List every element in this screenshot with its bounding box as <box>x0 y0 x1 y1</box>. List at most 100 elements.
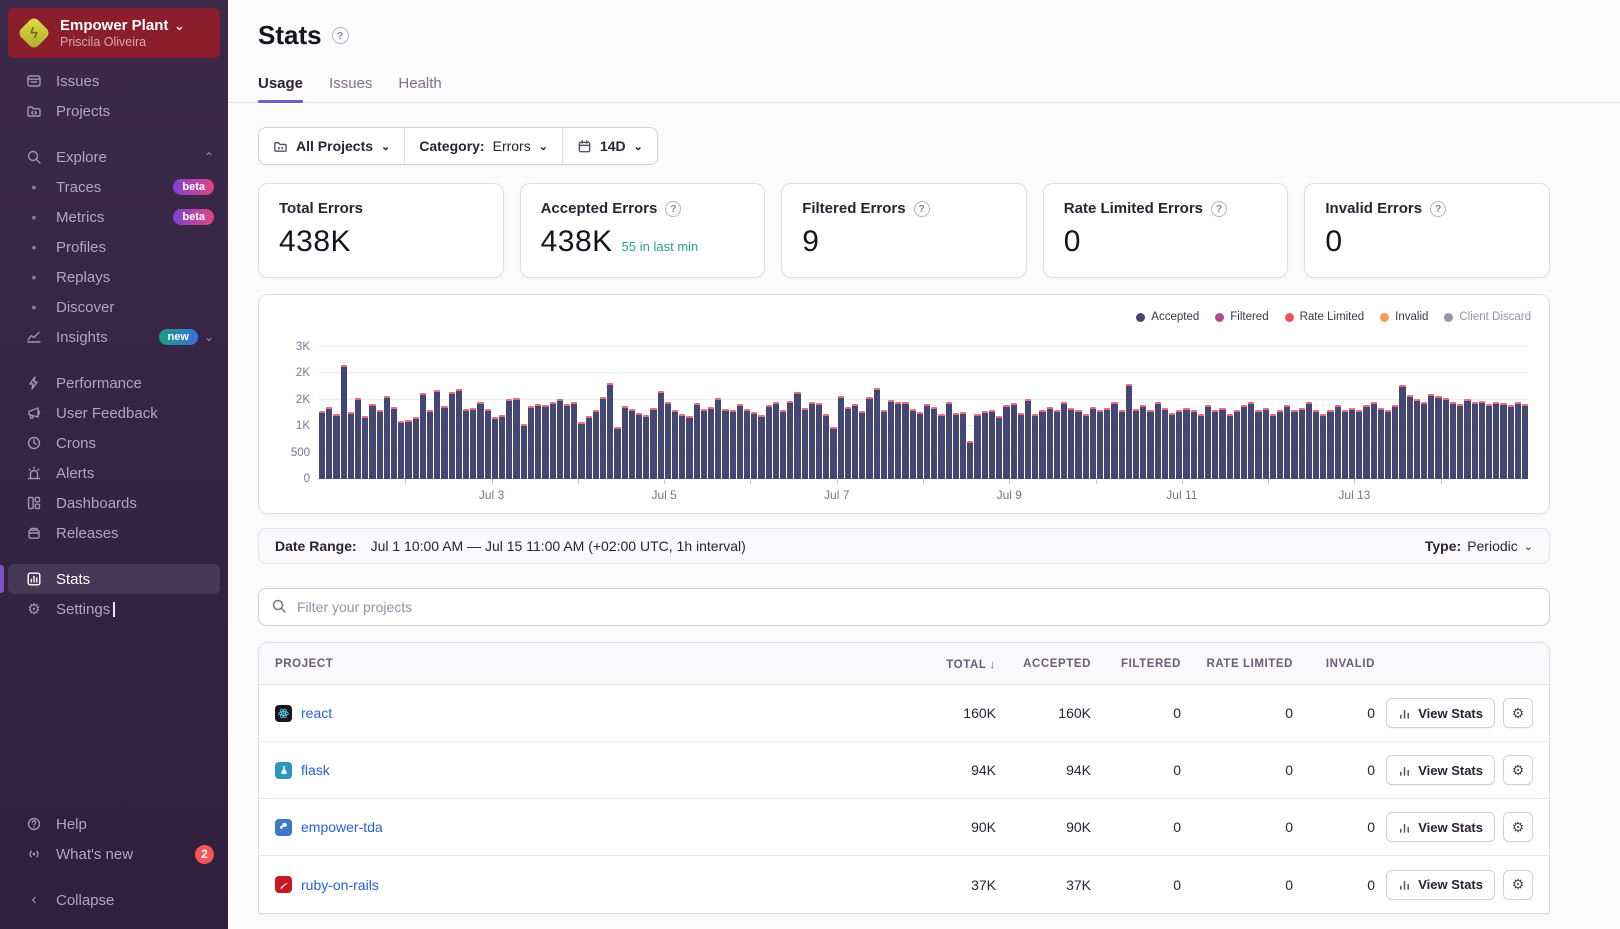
sidebar-item-user-feedback[interactable]: User Feedback <box>0 398 228 428</box>
project-link[interactable]: flask <box>301 762 330 778</box>
sidebar-item-releases[interactable]: Releases <box>0 518 228 548</box>
sidebar-item-help[interactable]: Help <box>0 809 228 839</box>
chart-bar <box>1068 407 1075 479</box>
org-switcher[interactable]: ϟ Empower Plant ⌄ Priscila Oliveira <box>8 8 220 58</box>
column-header-filtered[interactable]: FILTERED <box>1121 657 1181 670</box>
column-header-total[interactable]: TOTAL ↓ <box>946 656 996 671</box>
org-user: Priscila Oliveira <box>60 35 147 49</box>
card-help-icon[interactable]: ? <box>1211 200 1228 217</box>
chart-bar <box>852 404 859 479</box>
sidebar-item-whats-new[interactable]: What's new 2 <box>0 839 228 869</box>
chart-bar <box>945 402 952 479</box>
sidebar-item-discover[interactable]: • Discover <box>0 292 228 322</box>
x-axis-tick-label: Jul 13 <box>1338 488 1371 502</box>
cell-total: 90K <box>971 819 996 835</box>
sidebar-item-stats[interactable]: Stats <box>0 564 220 594</box>
chart-bar <box>369 404 376 479</box>
chart-bar <box>1017 413 1024 479</box>
sidebar-item-label: User Feedback <box>56 404 158 422</box>
project-settings-button[interactable]: ⚙ <box>1503 812 1533 842</box>
chart-bar <box>455 389 463 479</box>
bar-chart-icon <box>1400 823 1410 833</box>
x-axis-tick <box>1354 479 1356 484</box>
legend-item-accepted[interactable]: Accepted <box>1136 311 1199 323</box>
category-filter-dropdown[interactable]: Category: Errors ⌄ <box>404 128 562 164</box>
legend-item-client-discard[interactable]: Client Discard <box>1444 311 1531 323</box>
project-settings-button[interactable]: ⚙ <box>1503 698 1533 728</box>
sidebar-item-projects[interactable]: Projects <box>0 96 228 126</box>
type-dropdown[interactable]: Type: Periodic ⌄ <box>1425 538 1533 554</box>
project-link[interactable]: react <box>301 705 333 721</box>
chart-bar <box>1096 410 1104 479</box>
chart-bar <box>463 409 470 479</box>
sidebar-item-label: Dashboards <box>56 494 137 512</box>
chart-bar <box>880 410 888 479</box>
date-range-strip: Date Range: Jul 1 10:00 AM — Jul 15 11:0… <box>258 528 1550 564</box>
sidebar-item-crons[interactable]: Crons <box>0 428 228 458</box>
chart-bar <box>1161 407 1168 479</box>
org-logo-icon: ϟ <box>17 16 51 50</box>
chart-bar <box>542 404 549 479</box>
sidebar-item-replays[interactable]: • Replays <box>0 262 228 292</box>
chart-bar <box>1010 403 1017 479</box>
project-settings-button[interactable]: ⚙ <box>1503 869 1533 900</box>
chart-bar <box>506 398 513 479</box>
view-stats-button[interactable]: View Stats <box>1386 869 1495 900</box>
chart-bar <box>1226 413 1233 479</box>
cell-total: 37K <box>971 876 996 893</box>
chart-bar <box>1298 407 1305 479</box>
tab-health[interactable]: Health <box>398 75 442 92</box>
page-help-icon[interactable]: ? <box>331 27 349 44</box>
project-filter-dropdown[interactable]: All Projects ⌄ <box>259 128 404 164</box>
project-search-input[interactable] <box>258 588 1550 626</box>
view-stats-button[interactable]: View Stats <box>1386 812 1495 842</box>
project-settings-button[interactable]: ⚙ <box>1503 755 1533 785</box>
card-help-icon[interactable]: ? <box>665 200 682 217</box>
y-axis-tick-label: 500 <box>290 446 310 459</box>
cell-rate-limited: 0 <box>1285 819 1293 835</box>
view-stats-button[interactable]: View Stats <box>1386 698 1495 728</box>
column-header-project[interactable]: PROJECT <box>275 657 334 670</box>
project-link[interactable]: empower-tda <box>301 819 383 835</box>
sidebar-item-explore[interactable]: Explore ⌃ <box>0 142 228 172</box>
cell-filtered: 0 <box>1173 819 1181 835</box>
sidebar-item-settings[interactable]: ⚙ Settings <box>0 594 228 624</box>
sidebar-item-metrics[interactable]: • Metrics beta <box>0 202 228 232</box>
sidebar-item-dashboards[interactable]: Dashboards <box>0 488 228 518</box>
chart-plot[interactable]: 0 500 1K 2K 2K 3K Jul 3 Jul 5 Jul 7 Jul 9 Jul 11 Ju… <box>291 341 1529 502</box>
column-header-invalid[interactable]: INVALID <box>1325 657 1375 670</box>
legend-item-rate-limited[interactable]: Rate Limited <box>1284 311 1364 323</box>
tab-usage[interactable]: Usage <box>258 75 304 103</box>
legend-item-invalid[interactable]: Invalid <box>1380 311 1428 323</box>
x-axis-tick-label: Jul 9 <box>996 488 1022 502</box>
chart-bar <box>974 413 981 479</box>
column-header-rate-limited[interactable]: RATE LIMITED <box>1206 657 1293 670</box>
sidebar-item-issues[interactable]: Issues <box>0 66 228 96</box>
date-period-dropdown[interactable]: 14D ⌄ <box>561 128 657 164</box>
sidebar-item-profiles[interactable]: • Profiles <box>0 232 228 262</box>
sidebar-item-traces[interactable]: • Traces beta <box>0 172 228 202</box>
chart-bar <box>1277 410 1284 479</box>
card-help-icon[interactable]: ? <box>913 200 930 217</box>
chart-bar <box>513 398 520 479</box>
legend-dot <box>1136 312 1146 322</box>
tab-issues[interactable]: Issues <box>329 75 373 92</box>
legend-item-filtered[interactable]: Filtered <box>1215 311 1269 323</box>
sidebar-item-insights[interactable]: Insights new ⌄ <box>0 322 228 352</box>
column-header-accepted[interactable]: ACCEPTED <box>1023 657 1091 670</box>
chart-bar <box>801 407 808 479</box>
cell-total: 160K <box>963 705 996 721</box>
x-axis-tick <box>1181 479 1183 484</box>
card-help-icon[interactable]: ? <box>1430 200 1447 217</box>
legend-label: Accepted <box>1151 311 1200 323</box>
card-title: Total Errors <box>279 200 363 217</box>
view-stats-button[interactable]: View Stats <box>1386 755 1495 785</box>
sidebar-item-performance[interactable]: Performance <box>0 368 228 398</box>
x-axis-tick <box>1268 479 1270 484</box>
beta-badge: beta <box>173 209 214 225</box>
sidebar-item-alerts[interactable]: Alerts <box>0 458 228 488</box>
project-link[interactable]: ruby-on-rails <box>301 876 379 893</box>
chart-bar <box>1168 413 1176 479</box>
chart-bar <box>1385 410 1392 479</box>
sidebar-collapse-button[interactable]: ‹ Collapse <box>0 885 228 915</box>
